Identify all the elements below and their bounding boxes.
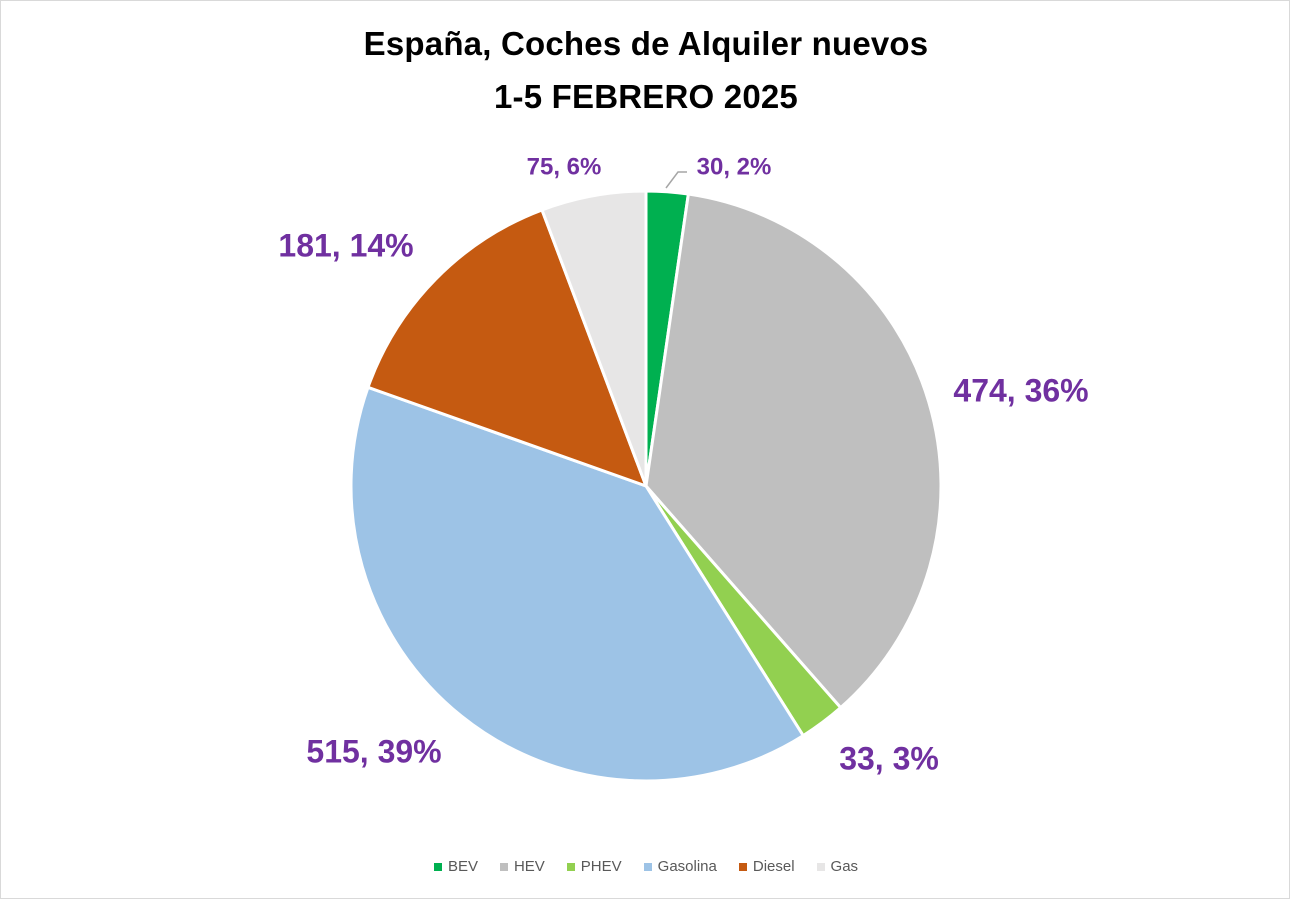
data-label-gasolina: 515, 39% [306, 733, 441, 769]
legend-swatch-hev [499, 862, 508, 871]
legend-swatch-gasolina [643, 862, 652, 871]
legend-item-diesel: Diesel [738, 858, 795, 875]
data-label-hev: 474, 36% [953, 372, 1088, 408]
legend-swatch-bev [433, 862, 442, 871]
legend-label-hev: HEV [513, 858, 545, 875]
pie-slice-hev [644, 192, 943, 710]
legend-item-gas: Gas [816, 858, 859, 875]
pie-slice-gas [540, 189, 648, 487]
data-label-phev: 33, 3% [839, 740, 939, 776]
data-label-gas: 75, 6% [527, 153, 602, 180]
legend: BEV HEV PHEV Gasolina Diesel Gas [1, 858, 1290, 875]
legend-item-gasolina: Gasolina [643, 858, 717, 875]
legend-swatch-diesel [738, 862, 747, 871]
pie-slice-diesel [366, 208, 649, 489]
legend-swatch-gas [816, 862, 825, 871]
legend-label-gas: Gas [830, 858, 859, 875]
leader-line-bev [665, 171, 687, 189]
pie-slice-gasolina [349, 385, 806, 783]
legend-item-bev: BEV [433, 858, 478, 875]
data-label-diesel: 181, 14% [278, 227, 413, 263]
legend-label-bev: BEV [447, 858, 478, 875]
chart-title-line-2: 1-5 FEBRERO 2025 [494, 78, 798, 115]
legend-label-phev: PHEV [580, 858, 622, 875]
legend-item-phev: PHEV [566, 858, 622, 875]
legend-swatch-phev [566, 862, 575, 871]
legend-label-gasolina: Gasolina [657, 858, 717, 875]
data-label-bev: 30, 2% [697, 153, 772, 180]
legend-label-diesel: Diesel [752, 858, 795, 875]
legend-item-hev: HEV [499, 858, 545, 875]
chart-title-line-1: España, Coches de Alquiler nuevos [363, 25, 929, 62]
